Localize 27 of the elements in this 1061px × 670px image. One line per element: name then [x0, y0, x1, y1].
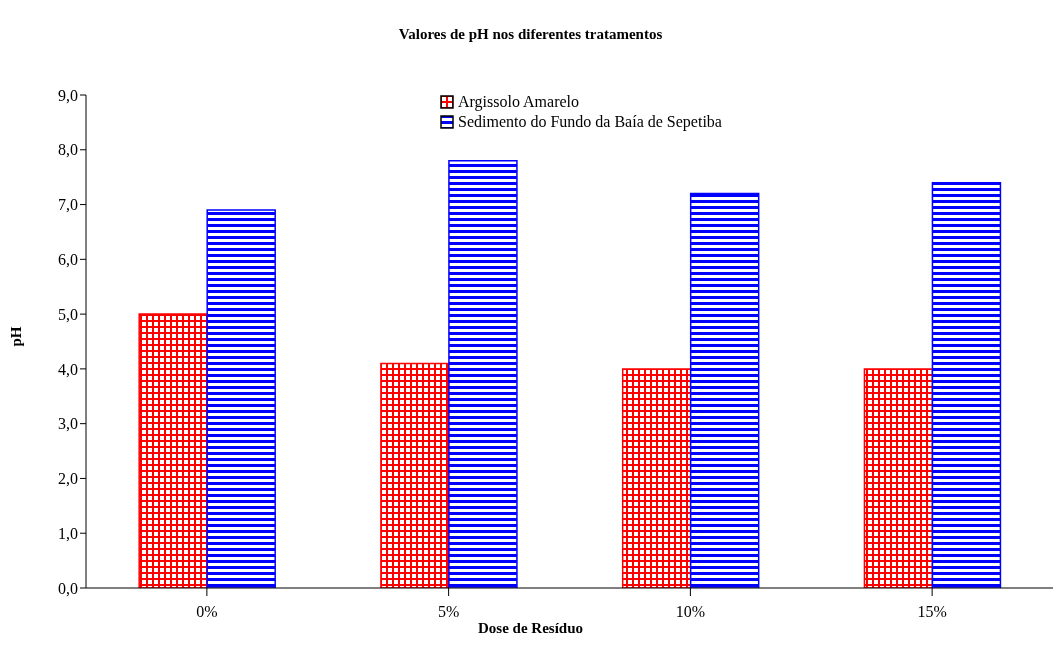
y-tick-label: 5,0	[58, 305, 78, 323]
x-axis-title: Dose de Resíduo	[477, 620, 584, 637]
bar	[206, 209, 276, 588]
y-tick-label: 2,0	[58, 470, 78, 488]
y-axis-title: pH	[7, 326, 25, 347]
y-tick-label: 6,0	[58, 251, 78, 269]
chart-title: Valores de pH nos diferentes tratamentos	[397, 26, 664, 43]
y-tick-label: 9,0	[58, 86, 78, 104]
y-tick-label: 8,0	[58, 141, 78, 159]
bar	[863, 368, 934, 588]
x-tick-label: 15%	[917, 603, 947, 621]
bar	[138, 313, 208, 588]
y-tick-label: 1,0	[58, 524, 78, 542]
bar	[931, 181, 1002, 588]
y-tick-label: 0,0	[58, 579, 78, 597]
y-tick-label: 3,0	[58, 415, 78, 433]
y-tick-label: 7,0	[58, 196, 78, 214]
bar	[689, 192, 760, 588]
x-tick-label: 10%	[675, 603, 706, 621]
y-tick-label: 4,0	[58, 360, 78, 378]
x-tick-label: 5%	[437, 603, 460, 621]
x-tick-label: 0%	[196, 603, 218, 621]
legend-label: Sedimento do Fundo da Baía de Sepetiba	[458, 112, 722, 132]
bar	[448, 159, 518, 588]
bar	[380, 362, 450, 588]
legend-label: Argissolo Amarelo	[458, 92, 580, 112]
bar	[621, 368, 692, 588]
